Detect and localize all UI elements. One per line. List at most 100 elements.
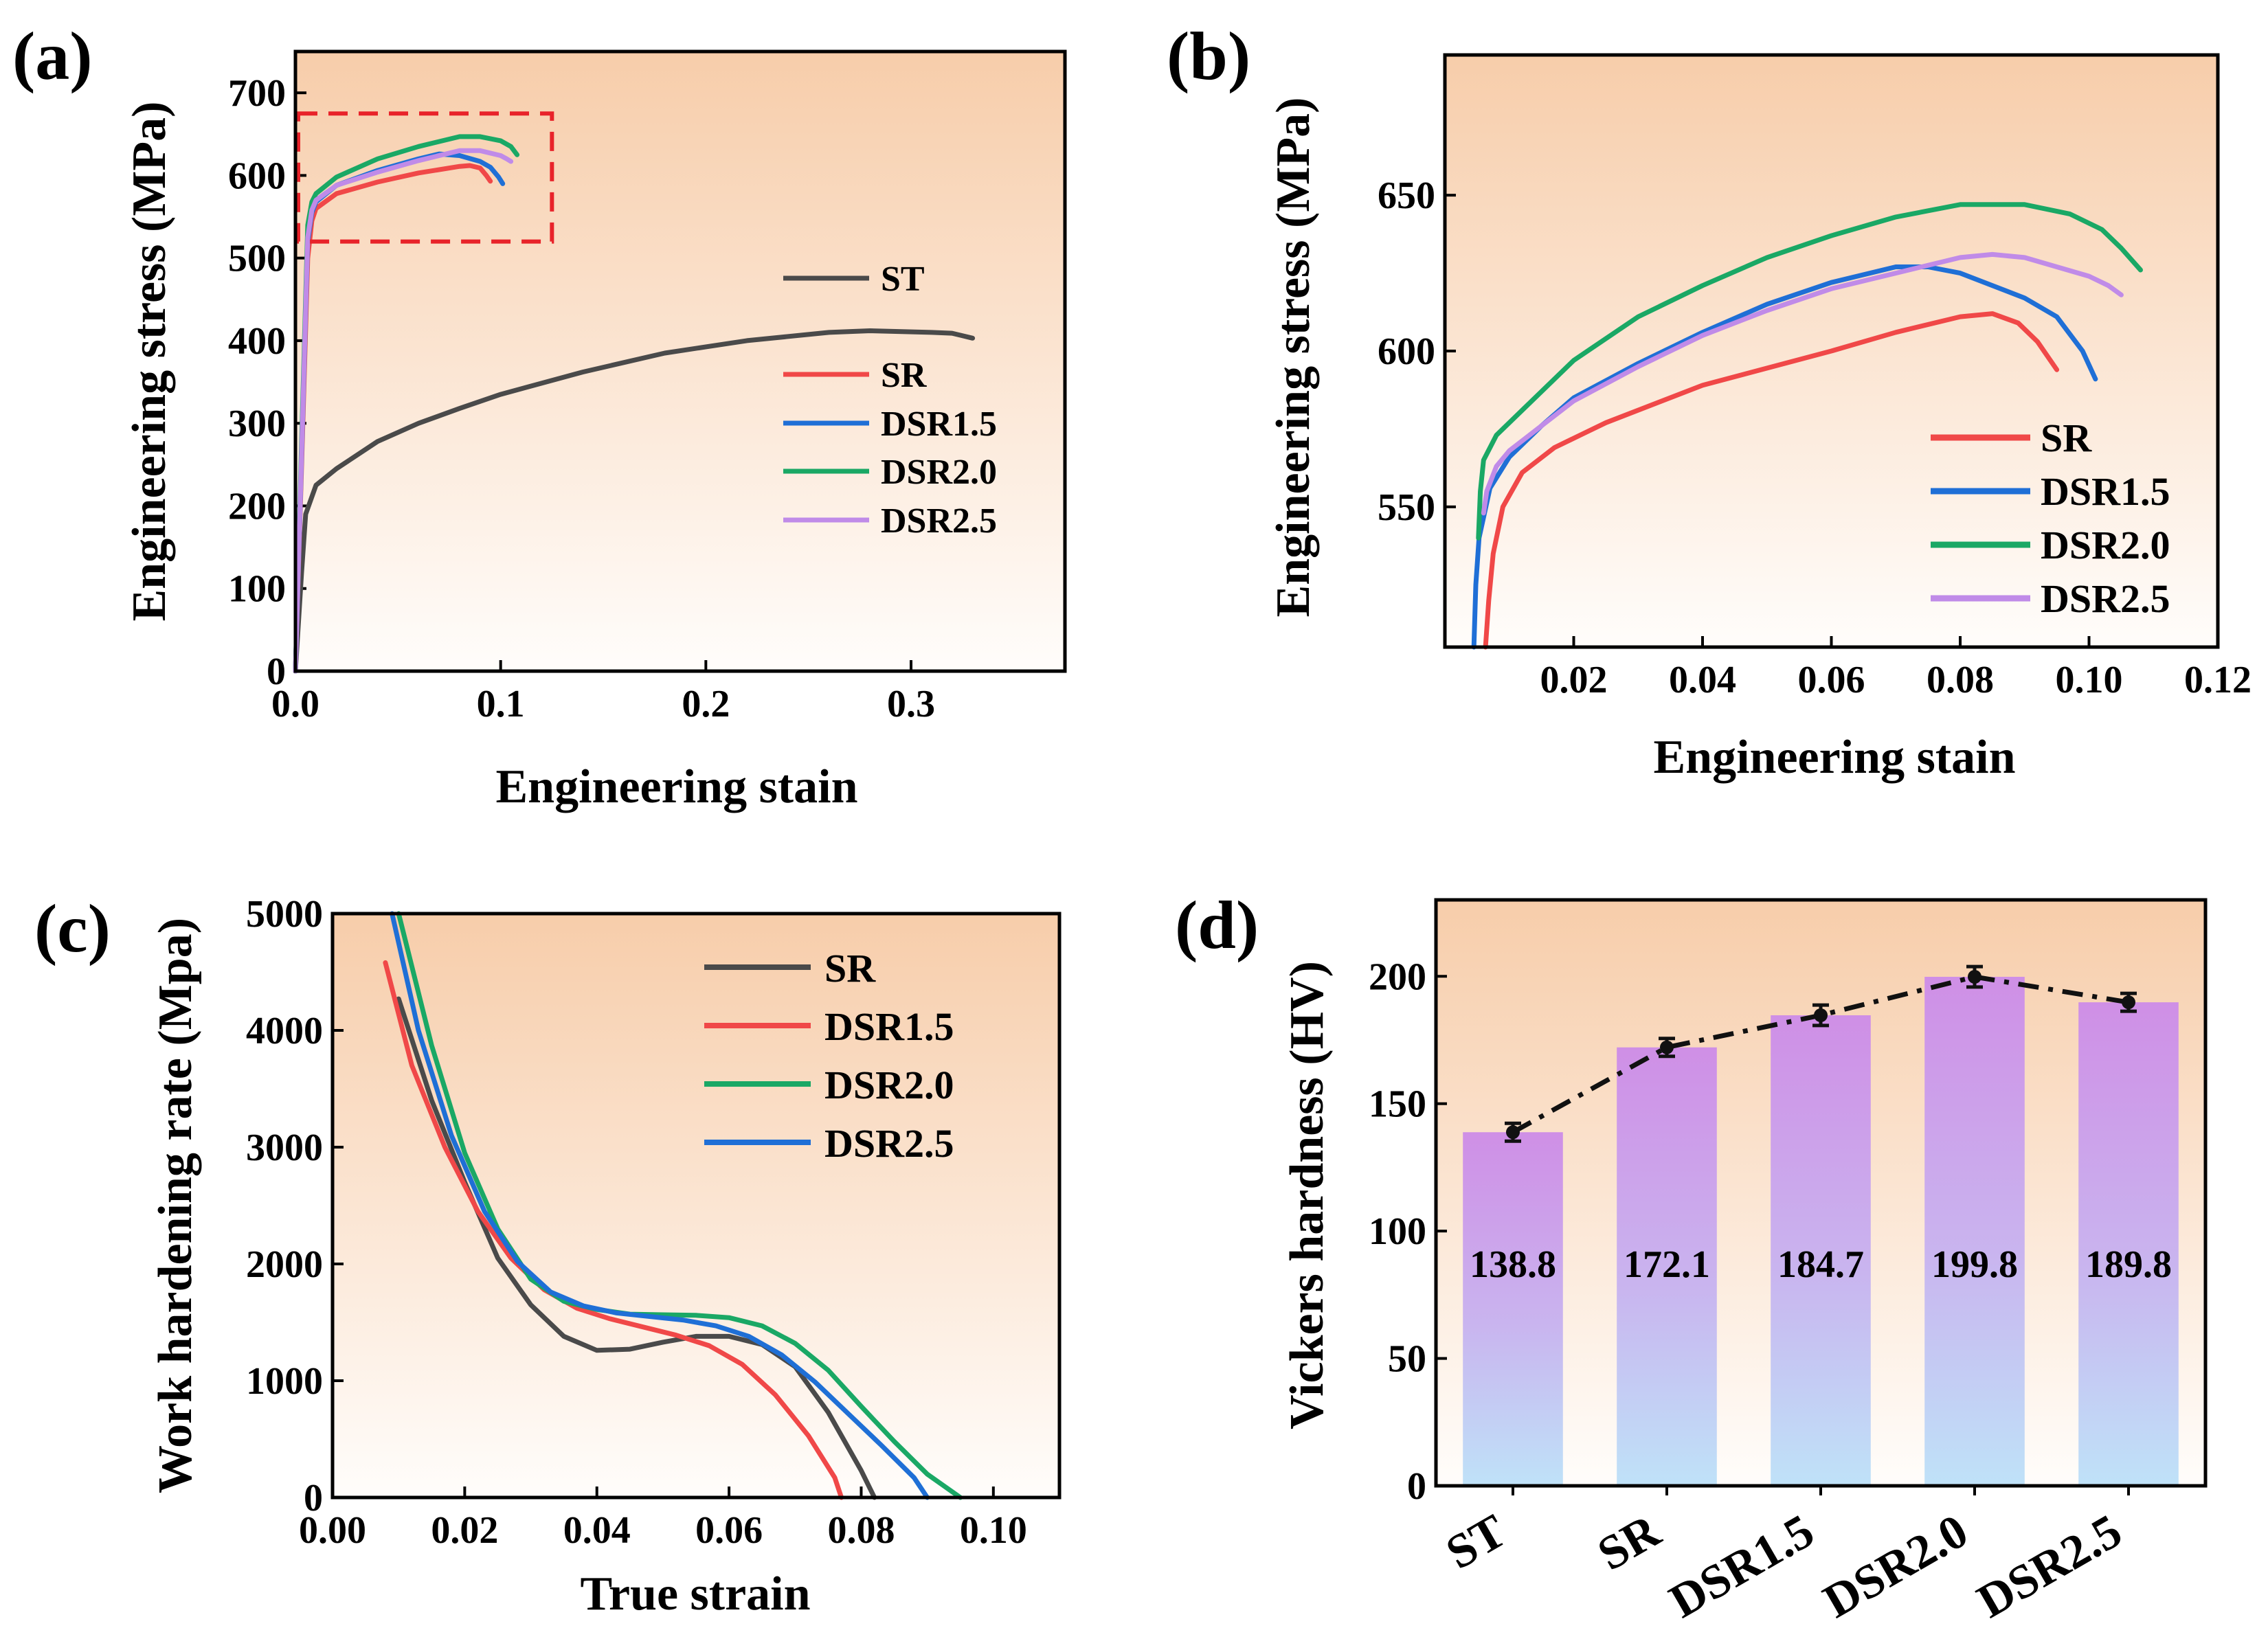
bar-value-label: 189.8: [2085, 1243, 2172, 1286]
x-tick-label: 0.10: [960, 1509, 1027, 1552]
x-tick-label: DSR2.5: [1968, 1504, 2131, 1628]
bar-value-label: 138.8: [1470, 1243, 1556, 1286]
x-tick-label: ST: [1437, 1504, 1515, 1579]
y-tick-label: 600: [228, 155, 286, 197]
bar-value-label: 172.1: [1624, 1243, 1710, 1286]
x-axis-title: Engineering stain: [1653, 731, 2015, 784]
plot-frame: [330, 912, 1062, 1500]
y-axis-title: Work hardening rate (Mpa): [149, 918, 202, 1493]
legend-label-sr: SR: [824, 946, 876, 991]
series-curves: [383, 911, 963, 1500]
series-line-sr: [1483, 311, 2060, 650]
y-tick-labels: 0 100 200 300 400 500 600 700: [228, 72, 286, 693]
y-tick-label: 550: [1378, 486, 1435, 529]
x-tick-label: 0.2: [682, 683, 730, 725]
y-axis-title: Engineering stress (MPa): [123, 102, 176, 622]
x-tick-labels: 0.0 0.1 0.2 0.3: [271, 683, 935, 725]
y-tick-label: 3000: [246, 1127, 323, 1169]
series-line-dsr2-0: [396, 911, 963, 1500]
y-tick-label: 0: [267, 651, 286, 693]
y-tick-label: 300: [228, 403, 286, 445]
series-curves: [293, 134, 976, 674]
x-tick-label: 0.04: [563, 1509, 631, 1552]
x-axis-title: True strain: [580, 1568, 810, 1620]
legend-label-dsr2-0: DSR2.0: [824, 1063, 954, 1107]
bar-sr: [1617, 1047, 1717, 1486]
panel-a: (a) Engineering stress (MPa) Engineering…: [12, 18, 1067, 813]
data-point-marker: [2122, 995, 2135, 1010]
panel-d: (d) Vickers hardness (HV) 0 50 100 150 200 1…: [1175, 887, 2208, 1629]
panel-label: (b): [1167, 18, 1250, 94]
x-tick-label: 0.00: [299, 1509, 366, 1552]
data-point-marker: [1968, 970, 1981, 984]
plot-frame: [1434, 898, 2208, 1488]
x-tick-label: DSR1.5: [1661, 1504, 1823, 1628]
y-tick-label: 100: [228, 568, 286, 611]
legend: SR DSR1.5 DSR2.0 DSR2.5: [704, 946, 954, 1166]
y-tick-label: 4000: [246, 1010, 323, 1052]
y-tick-label: 200: [1369, 956, 1426, 998]
series-line-dsr1-5: [383, 960, 844, 1500]
series-line-dsr2-5: [1481, 251, 2124, 516]
x-tick-label: 0.06: [1798, 659, 1865, 701]
x-tick-label: 0.04: [1669, 659, 1736, 701]
data-point-marker: [1660, 1040, 1674, 1054]
bar-dsr2-5: [2078, 1002, 2179, 1486]
legend-label-st: ST: [881, 260, 925, 299]
series-line-dsr2-0: [1476, 202, 2143, 541]
panel-c: (c) Work hardening rate (Mpa) True strai…: [34, 890, 1062, 1620]
x-tick-label: 0.1: [477, 683, 525, 725]
y-axis-title: Vickers hardness (HV): [1281, 961, 1334, 1429]
legend-label-dsr1-5: DSR1.5: [2041, 469, 2170, 514]
plot-background: [333, 914, 1059, 1497]
x-axis-title: Engineering stain: [495, 760, 857, 813]
data-point-marker: [1506, 1125, 1520, 1140]
series-line-dsr2-5: [293, 148, 514, 674]
panel-label: (c): [34, 890, 111, 967]
y-tick-label: 1000: [246, 1360, 323, 1403]
panel-label: (d): [1175, 887, 1259, 963]
legend: SR DSR1.5 DSR2.0 DSR2.5: [1931, 416, 2170, 621]
x-tick-label: DSR2.0: [1815, 1504, 1977, 1628]
panel-label: (a): [12, 18, 93, 94]
y-tick-label: 400: [228, 320, 286, 363]
x-tick-label: 0.12: [2184, 659, 2252, 701]
x-tick-label: 0.3: [887, 683, 935, 725]
y-tick-label: 100: [1369, 1210, 1426, 1253]
x-tick-label: 0.10: [2056, 659, 2123, 701]
y-tick-label: 650: [1378, 174, 1435, 217]
legend-label-dsr1-5: DSR1.5: [824, 1004, 954, 1049]
bar-dsr2-0: [1924, 977, 2025, 1486]
y-tick-label: 5000: [246, 893, 323, 936]
bar-st: [1463, 1132, 1563, 1486]
series-curves: [1471, 202, 2143, 650]
y-tick-label: 200: [228, 485, 286, 528]
zoom-box: [296, 111, 554, 244]
plot-background: [295, 52, 1065, 671]
legend-label-dsr2-5: DSR2.5: [881, 501, 997, 541]
x-tick-label: 0.06: [695, 1509, 763, 1552]
x-tick-label: 0.08: [1927, 659, 1994, 701]
plot-frame: [1443, 53, 2220, 649]
plot-frame: [293, 49, 1067, 673]
legend-label-dsr2-0: DSR2.0: [881, 453, 997, 492]
y-tick-label: 50: [1388, 1338, 1426, 1381]
bar-dsr1-5: [1771, 1015, 1871, 1486]
x-tick-label: 0.02: [431, 1509, 498, 1552]
y-tick-labels: 0 1000 2000 3000 4000 5000: [246, 893, 323, 1519]
x-tick-label: SR: [1589, 1504, 1670, 1581]
legend-label-dsr2-0: DSR2.0: [2041, 523, 2170, 567]
legend: ST SR DSR1.5 DSR2.0 DSR2.5: [783, 260, 997, 541]
y-tick-label: 2000: [246, 1243, 323, 1286]
bars: 138.8 172.1 184.7 199.8 189.8: [1463, 964, 2179, 1486]
series-line-dsr2-5: [390, 911, 930, 1500]
x-tick-label: 0.0: [271, 683, 319, 725]
bar-value-label: 184.7: [1777, 1243, 1864, 1286]
y-tick-label: 500: [228, 238, 286, 280]
x-tick-label: 0.08: [827, 1509, 895, 1552]
panel-b: (b) Engineering stress (MPa) Engineering…: [1167, 18, 2252, 784]
y-tick-label: 0: [304, 1477, 323, 1519]
legend-label-dsr2-5: DSR2.5: [824, 1121, 954, 1166]
x-tick-labels: 0.02 0.04 0.06 0.08 0.10 0.12: [1540, 659, 2252, 701]
